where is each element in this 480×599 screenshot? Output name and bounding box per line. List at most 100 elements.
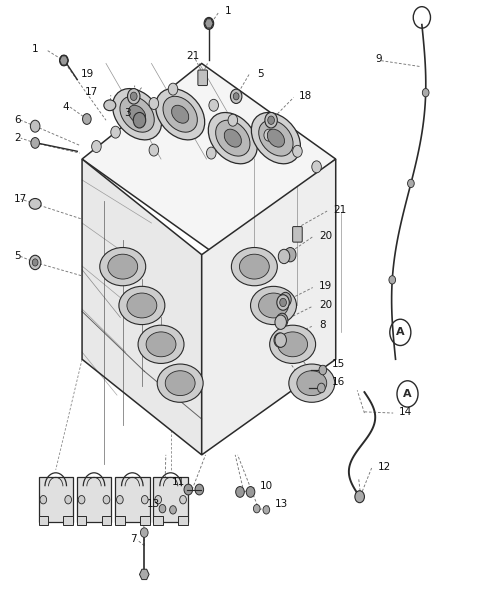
Circle shape — [204, 17, 214, 29]
Ellipse shape — [251, 286, 297, 325]
Circle shape — [274, 333, 286, 347]
Ellipse shape — [216, 120, 250, 156]
Text: 2: 2 — [14, 133, 21, 143]
Circle shape — [149, 98, 158, 110]
FancyBboxPatch shape — [77, 516, 86, 525]
Ellipse shape — [278, 332, 308, 357]
Text: A: A — [403, 389, 412, 399]
Circle shape — [230, 89, 242, 104]
Ellipse shape — [267, 129, 285, 147]
Text: 11: 11 — [172, 477, 185, 487]
Ellipse shape — [156, 89, 204, 140]
Circle shape — [149, 144, 158, 156]
Ellipse shape — [127, 293, 157, 318]
Circle shape — [111, 126, 120, 138]
Circle shape — [206, 147, 216, 159]
Circle shape — [280, 298, 287, 307]
Circle shape — [141, 528, 148, 537]
Polygon shape — [82, 159, 202, 455]
Circle shape — [422, 89, 429, 97]
FancyBboxPatch shape — [178, 516, 188, 525]
Circle shape — [265, 113, 277, 128]
Circle shape — [318, 383, 325, 393]
Circle shape — [278, 249, 290, 264]
FancyBboxPatch shape — [154, 516, 163, 525]
Circle shape — [180, 495, 186, 504]
Ellipse shape — [112, 89, 162, 140]
Polygon shape — [140, 569, 149, 580]
Ellipse shape — [231, 247, 277, 286]
Text: 10: 10 — [260, 481, 273, 491]
Text: 20: 20 — [319, 231, 332, 241]
Circle shape — [276, 313, 288, 328]
Ellipse shape — [270, 325, 316, 364]
Text: 21: 21 — [186, 51, 200, 60]
Circle shape — [236, 486, 244, 497]
Text: 14: 14 — [399, 407, 412, 417]
Text: 19: 19 — [319, 282, 332, 291]
Circle shape — [268, 116, 275, 125]
Ellipse shape — [146, 332, 176, 357]
FancyBboxPatch shape — [140, 516, 150, 525]
Ellipse shape — [100, 247, 146, 286]
Ellipse shape — [259, 120, 293, 156]
Circle shape — [408, 179, 414, 187]
Text: 1: 1 — [225, 7, 231, 16]
Circle shape — [246, 486, 255, 497]
Ellipse shape — [289, 364, 335, 403]
Circle shape — [65, 495, 72, 504]
FancyBboxPatch shape — [38, 516, 48, 525]
Circle shape — [275, 315, 287, 329]
Ellipse shape — [120, 96, 154, 132]
Text: 16: 16 — [332, 377, 345, 387]
Circle shape — [78, 495, 85, 504]
Circle shape — [355, 491, 364, 503]
Circle shape — [228, 114, 238, 126]
Text: 19: 19 — [81, 69, 95, 78]
Text: 13: 13 — [275, 499, 288, 509]
Ellipse shape — [157, 364, 203, 403]
Ellipse shape — [138, 325, 184, 364]
Ellipse shape — [165, 371, 195, 395]
Circle shape — [168, 83, 178, 95]
FancyBboxPatch shape — [63, 516, 73, 525]
Circle shape — [293, 146, 302, 158]
Text: 17: 17 — [84, 86, 98, 96]
Ellipse shape — [208, 113, 257, 164]
Circle shape — [263, 506, 270, 514]
Circle shape — [32, 259, 38, 266]
Text: 7: 7 — [130, 534, 136, 543]
Circle shape — [142, 495, 148, 504]
Circle shape — [389, 276, 396, 284]
Circle shape — [253, 504, 260, 513]
Circle shape — [233, 93, 239, 100]
Circle shape — [103, 495, 110, 504]
Text: 15: 15 — [332, 359, 345, 369]
Circle shape — [184, 484, 192, 495]
Text: 4: 4 — [62, 102, 69, 112]
Circle shape — [285, 247, 296, 262]
FancyBboxPatch shape — [38, 477, 73, 522]
Circle shape — [277, 295, 289, 310]
Text: 1: 1 — [32, 44, 38, 53]
Ellipse shape — [252, 113, 300, 164]
Ellipse shape — [297, 371, 327, 395]
Polygon shape — [82, 63, 336, 255]
Circle shape — [29, 255, 41, 270]
Text: 18: 18 — [299, 91, 312, 101]
Circle shape — [209, 99, 218, 111]
Ellipse shape — [224, 129, 241, 147]
Circle shape — [312, 161, 322, 173]
Ellipse shape — [163, 96, 197, 132]
Circle shape — [40, 495, 47, 504]
FancyBboxPatch shape — [293, 226, 302, 242]
Text: 6: 6 — [14, 115, 21, 125]
Ellipse shape — [171, 105, 189, 123]
Text: A: A — [396, 328, 405, 337]
Ellipse shape — [119, 286, 165, 325]
Circle shape — [133, 113, 146, 128]
Circle shape — [195, 484, 204, 495]
Text: 17: 17 — [14, 194, 27, 204]
Text: 8: 8 — [319, 320, 325, 330]
Circle shape — [31, 138, 39, 149]
